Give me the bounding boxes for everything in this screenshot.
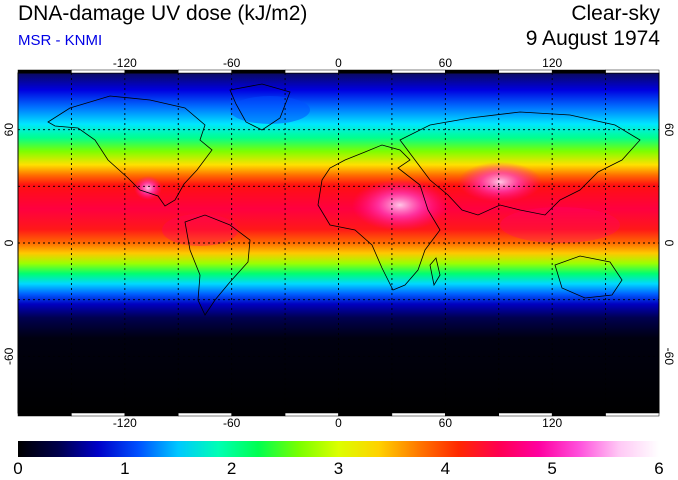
greenland-coast — [229, 83, 291, 131]
hotspot-sahara — [352, 179, 448, 231]
frame-segment-bottom — [17, 412, 72, 417]
greenland-low — [230, 96, 310, 124]
lon-tick-label-top: -120 — [113, 56, 137, 70]
colorbar — [18, 441, 659, 457]
lat-tick-label-right: 0 — [662, 240, 676, 247]
lon-tick-label-top: 0 — [335, 56, 342, 70]
lat-tick-label-left: 60 — [2, 123, 16, 137]
colorbar-labels: 0 1 2 3 4 5 6 — [13, 459, 663, 478]
lon-tick-label-top: 60 — [439, 56, 453, 70]
frame-segment-top — [124, 69, 179, 74]
lon-tick-label-bottom: -60 — [223, 416, 241, 430]
frame-segment-top — [498, 69, 553, 74]
colorbar-tick-label: 5 — [547, 459, 556, 478]
europe-africa-coast — [317, 144, 441, 291]
hotspot-tibet — [458, 162, 542, 202]
frame-segment-top — [17, 69, 72, 74]
frame-segment-bottom — [338, 412, 393, 417]
graticule — [18, 73, 659, 413]
lat-tick-label-right: -60 — [662, 348, 676, 366]
colorbar-tick-label: 6 — [654, 459, 663, 478]
lon-tick-label-bottom: -120 — [113, 416, 137, 430]
frame-segment-top — [231, 69, 286, 74]
frame-segment-top — [338, 69, 393, 74]
frame-segment-bottom — [391, 412, 446, 417]
frame-segment-top — [178, 69, 232, 74]
frame-segment-top — [71, 69, 126, 74]
frame-segment-top — [391, 69, 446, 74]
asia-coast — [399, 111, 641, 216]
frame-segment-top — [284, 69, 339, 74]
south-america-coast — [184, 214, 251, 316]
frame-segment-top — [605, 69, 660, 74]
lat-tick-label-right: 60 — [662, 123, 676, 137]
colorbar-tick-label: 2 — [227, 459, 236, 478]
coastlines — [47, 83, 641, 316]
colorbar-tick-label: 0 — [13, 459, 22, 478]
colorbar-tick-label: 1 — [120, 459, 129, 478]
lon-tick-label-bottom: 120 — [542, 416, 562, 430]
lon-tick-label-bottom: 0 — [335, 416, 342, 430]
lon-tick-label-top: -60 — [223, 56, 241, 70]
lat-tick-label-left: -60 — [2, 347, 16, 365]
frame-segment-top — [445, 69, 500, 74]
colorbar-tick-label: 3 — [334, 459, 343, 478]
lon-tick-label-bottom: 60 — [439, 416, 453, 430]
frame-segment-bottom — [284, 412, 339, 417]
map-title: DNA-damage UV dose (kJ/m2) — [18, 2, 308, 25]
sky-condition-label: Clear-sky — [571, 2, 660, 25]
lon-tick-label-top: 120 — [542, 56, 562, 70]
hotspot-mexico — [134, 176, 162, 200]
hotspot-atlantic — [162, 214, 238, 246]
frame-segment-bottom — [445, 412, 500, 417]
north-america-coast — [47, 95, 213, 207]
date-label: 9 August 1974 — [525, 27, 660, 50]
frame-marks — [17, 69, 660, 417]
colorbar-tick-label: 4 — [441, 459, 450, 478]
hotspot-pacific — [500, 207, 620, 243]
madagascar-coast — [429, 257, 441, 287]
tick-labels: -120 -120 -60 -60 0 0 60 60 120 120 60 60 0 0 -60 -60 — [2, 56, 676, 430]
australia-coast — [554, 255, 623, 299]
frame-segment-bottom — [605, 412, 660, 417]
source-label: MSR - KNMI — [18, 32, 103, 49]
lat-tick-label-left: 0 — [2, 239, 16, 246]
frame-segment-top — [551, 69, 606, 74]
